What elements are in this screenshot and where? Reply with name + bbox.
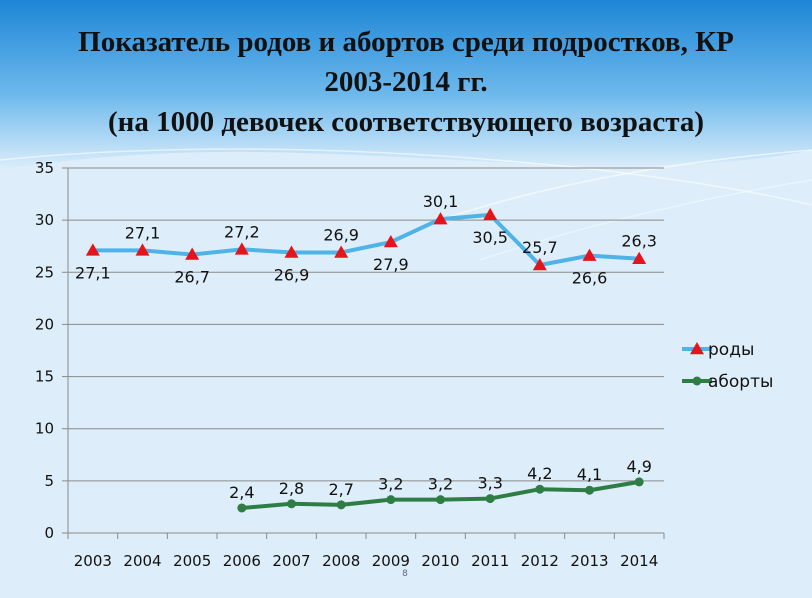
- legend-label-rody: роды: [708, 340, 754, 360]
- header-wave: [0, 0, 812, 170]
- data-label-rody: 27,2: [224, 222, 260, 241]
- data-label-aborty: 4,9: [626, 457, 651, 476]
- x-tick-label: 2013: [570, 552, 608, 570]
- data-label-rody: 26,3: [621, 232, 657, 251]
- legend-marker-aborty: [692, 376, 702, 386]
- slide-title: Показатель родов и абортов среди подрост…: [0, 22, 812, 142]
- series: [85, 207, 647, 513]
- decor-wave-line: [439, 149, 812, 221]
- axes: [62, 167, 665, 539]
- data-label-rody: 30,1: [423, 192, 459, 211]
- data-point-rody: [582, 248, 597, 261]
- data-point-rody: [85, 243, 100, 256]
- data-point-aborty: [336, 500, 346, 510]
- y-tick-label: 5: [44, 472, 54, 490]
- data-label-rody: 26,7: [174, 268, 210, 287]
- data-point-rody: [334, 245, 349, 258]
- data-point-aborty: [485, 494, 495, 504]
- data-label-rody: 26,9: [274, 265, 310, 284]
- data-point-aborty: [585, 485, 594, 495]
- data-label-aborty: 2,7: [328, 480, 353, 499]
- x-tick-label: 2010: [421, 552, 459, 570]
- data-label-aborty: 3,3: [477, 474, 502, 493]
- title-line-1: Показатель родов и абортов среди подрост…: [78, 26, 734, 58]
- y-tick-label: 30: [35, 211, 54, 229]
- data-point-aborty: [386, 495, 396, 505]
- legend: роды аборты: [682, 340, 773, 392]
- data-labels: 27,1 27,1 26,7 27,2 26,9 26,9 27,9 30,1 30,5 25,7…: [75, 192, 657, 502]
- x-tick-label: 2008: [322, 552, 360, 570]
- gridlines: [68, 167, 664, 482]
- series-line-rody: [92, 212, 640, 267]
- y-axis-ticks: 0 5 10 15 20 25 30 35: [35, 159, 54, 542]
- data-label-rody: 26,9: [323, 225, 359, 244]
- data-point-rody: [185, 247, 200, 260]
- y-tick-label: 10: [35, 420, 54, 438]
- data-label-aborty: 2,4: [229, 483, 254, 502]
- x-tick-label: 2009: [372, 552, 410, 570]
- legend-marker-rody: [690, 342, 704, 355]
- x-tick-label: 2003: [74, 552, 112, 570]
- y-tick-label: 35: [35, 159, 54, 177]
- data-label-rody: 27,1: [125, 223, 161, 242]
- data-point-rody: [284, 245, 299, 258]
- data-point-aborty: [287, 499, 296, 509]
- data-label-rody: 25,7: [522, 238, 558, 257]
- data-point-rody: [483, 207, 498, 221]
- data-label-rody: 30,5: [472, 228, 508, 247]
- y-tick-label: 25: [35, 263, 54, 281]
- data-label-aborty: 3,2: [378, 475, 403, 494]
- data-point-rody: [632, 251, 647, 264]
- x-tick-label: 2011: [471, 552, 509, 570]
- data-label-aborty: 4,1: [577, 465, 602, 484]
- data-point-rody: [532, 257, 547, 271]
- y-tick-label: 15: [35, 368, 54, 386]
- data-label-aborty: 3,2: [428, 475, 453, 494]
- data-label-aborty: 4,2: [527, 464, 552, 483]
- data-point-rody: [433, 212, 448, 225]
- data-point-aborty: [634, 477, 644, 487]
- title-line-3: (на 1000 девочек соответствующего возрас…: [107, 106, 705, 138]
- x-axis-ticks: 2003 2004 2005 2006 2007 2008 2009 2010 2011 2012…: [74, 552, 659, 570]
- data-label-rody: 27,1: [75, 263, 111, 282]
- data-label-rody: 26,6: [572, 269, 608, 288]
- data-point-aborty: [436, 495, 445, 505]
- x-tick-label: 2006: [223, 552, 261, 570]
- decor-wave-line: [479, 179, 812, 261]
- title-line-2: 2003-2014 гг.: [324, 66, 488, 98]
- data-point-rody: [135, 243, 150, 256]
- data-point-aborty: [237, 503, 247, 513]
- decor-wave-line: [0, 148, 812, 206]
- data-label-rody: 27,9: [373, 255, 409, 274]
- y-tick-label: 20: [35, 315, 54, 333]
- data-point-rody: [234, 242, 249, 255]
- data-point-aborty: [535, 484, 545, 494]
- x-tick-label: 2007: [272, 552, 310, 570]
- x-tick-label: 2014: [620, 552, 658, 570]
- y-tick-label: 0: [44, 524, 54, 542]
- slide-number: 8: [402, 569, 408, 579]
- legend-label-aborty: аборты: [708, 372, 773, 392]
- x-tick-label: 2005: [173, 552, 211, 570]
- data-label-aborty: 2,8: [279, 479, 304, 498]
- x-tick-label: 2012: [521, 552, 559, 570]
- x-tick-label: 2004: [123, 552, 161, 570]
- data-point-rody: [383, 235, 398, 248]
